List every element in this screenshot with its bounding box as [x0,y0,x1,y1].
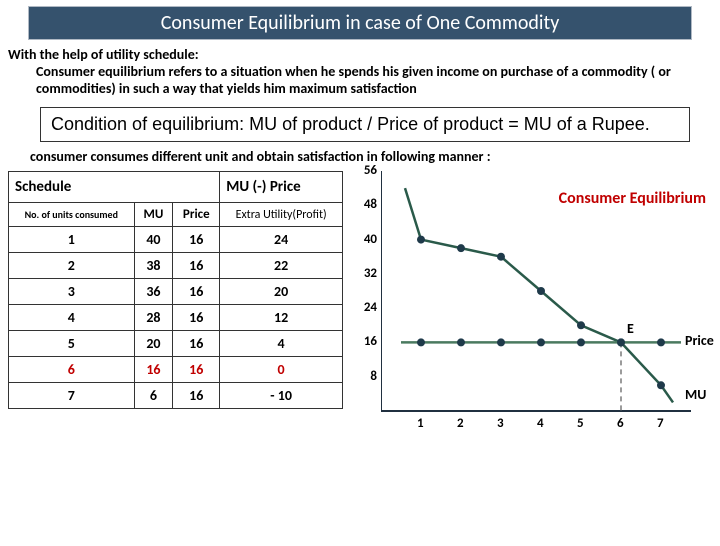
equilibrium-chart: Consumer Equilibrium 5648403224168 12345… [343,171,712,427]
schedule-table: Schedule MU (-) Price No. of units consu… [8,171,343,427]
page-title: Consumer Equilibrium in case of One Comm… [28,6,692,40]
cell: 28 [134,305,173,331]
cell: 16 [173,383,220,409]
point-E-label: E [627,320,634,337]
cell: 4 [220,331,343,357]
cell: 16 [173,357,220,383]
y-tick: 56 [355,163,377,178]
y-tick: 24 [355,300,377,315]
table-row: 616160 [9,357,343,383]
intro-head: With the help of utility schedule: [8,46,712,63]
x-tick: 6 [617,416,624,431]
y-tick: 48 [355,197,377,212]
col-units: No. of units consumed [9,203,135,227]
cell: 22 [220,253,343,279]
y-tick: 32 [355,266,377,281]
cell: 16 [173,227,220,253]
cell: 20 [134,331,173,357]
x-tick: 3 [497,416,504,431]
cell: 16 [173,331,220,357]
cell: 0 [220,357,343,383]
col-mu: MU [134,203,173,227]
table-col-headers: No. of units consumed MU Price Extra Uti… [9,203,343,227]
cell: 7 [9,383,135,409]
cell: 24 [220,227,343,253]
cell: 20 [220,279,343,305]
intro-block: With the help of utility schedule: Consu… [0,44,720,99]
x-tick: 1 [417,416,424,431]
table-row: 3361620 [9,279,343,305]
col-extra: Extra Utility(Profit) [220,203,343,227]
schedule-label: Schedule [9,172,220,203]
cell: 6 [9,357,135,383]
y-tick: 40 [355,232,377,247]
x-tick: 4 [537,416,544,431]
table-row: 2381622 [9,253,343,279]
y-tick: 16 [355,334,377,349]
cell: 2 [9,253,135,279]
table-row: 4281612 [9,305,343,331]
table-row: 7616- 10 [9,383,343,409]
mu-label: MU [685,386,706,403]
x-tick: 7 [657,416,664,431]
cell: 6 [134,383,173,409]
col-price: Price [173,203,220,227]
cell: 16 [173,279,220,305]
table-row: 1401624 [9,227,343,253]
cell: 4 [9,305,135,331]
cell: 16 [173,253,220,279]
cell: 16 [173,305,220,331]
cell: 12 [220,305,343,331]
cell: 38 [134,253,173,279]
x-tick: 5 [577,416,584,431]
cell: 5 [9,331,135,357]
condition-box: Condition of equilibrium: MU of product … [40,107,690,142]
cell: 40 [134,227,173,253]
mu-minus-price-label: MU (-) Price [220,172,343,203]
cell: 3 [9,279,135,305]
x-tick: 2 [457,416,464,431]
cell: 16 [134,357,173,383]
intro-body: Consumer equilibrium refers to a situati… [36,63,712,97]
cell: 1 [9,227,135,253]
cell: - 10 [220,383,343,409]
price-label: Price [685,332,714,349]
y-tick: 8 [355,369,377,384]
table-row: 520164 [9,331,343,357]
cell: 36 [134,279,173,305]
